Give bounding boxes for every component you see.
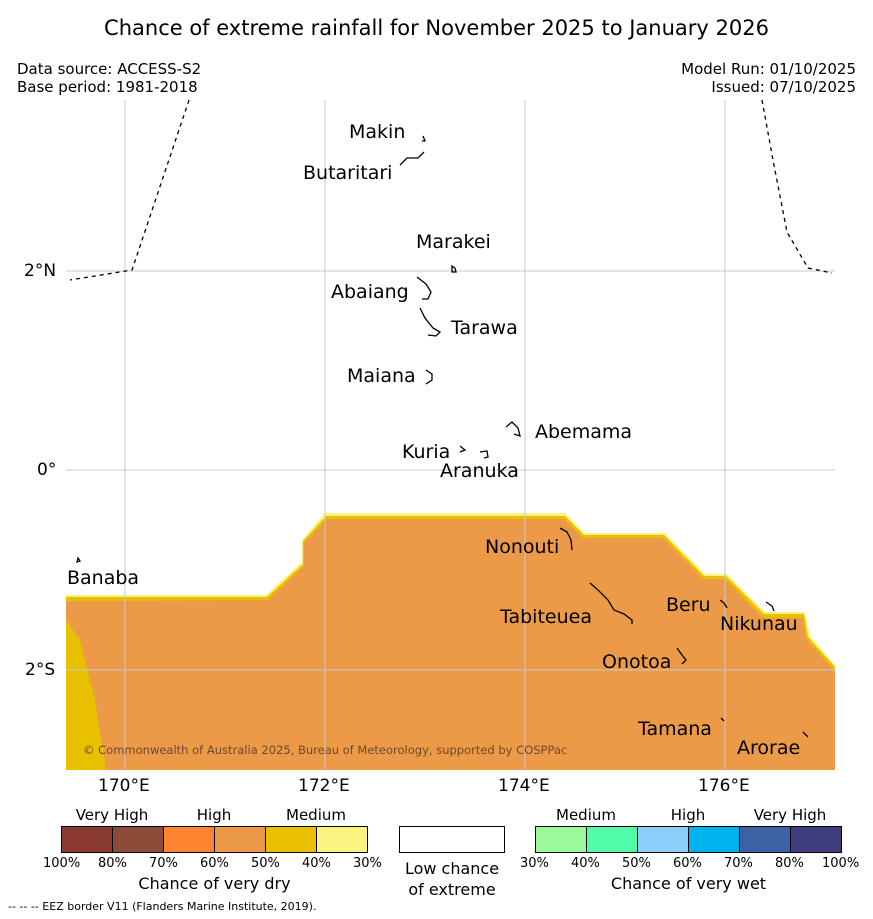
map-title: Chance of extreme rainfall for November … <box>104 16 769 40</box>
wet-colorbar <box>535 826 842 853</box>
label-abaiang: Abaiang <box>331 281 409 303</box>
wet-tick-60: 60% <box>673 856 702 871</box>
dry-60-70-area <box>66 519 835 770</box>
dry-header-very-high: Very High <box>75 806 149 824</box>
data-source: Data source: ACCESS-S2 <box>17 60 202 78</box>
butaritari-island <box>399 151 425 166</box>
wet-tick-50: 50% <box>622 856 651 871</box>
wet-legend-title: Chance of very wet <box>610 874 767 893</box>
aranuka-island <box>479 450 489 459</box>
base-period: Base period: 1981-2018 <box>17 78 198 96</box>
wet-header-medium: Medium <box>556 806 616 824</box>
copyright-notice: © Commonwealth of Australia 2025, Bureau… <box>83 743 568 757</box>
dry-header-high: High <box>196 806 232 824</box>
wet-tick-80: 80% <box>775 856 804 871</box>
dry-swatch-80-100 <box>62 827 113 852</box>
makin-island <box>422 135 426 142</box>
wet-header-very-high: Very High <box>753 806 827 824</box>
neutral-label-line1: Low chance <box>404 859 500 878</box>
lat-label-0: 0° <box>37 460 57 480</box>
wet-tick-70: 70% <box>724 856 753 871</box>
label-butaritari: Butaritari <box>303 162 393 184</box>
banaba-island <box>76 556 82 563</box>
dry-swatch-60-70 <box>164 827 215 852</box>
label-kuria: Kuria <box>402 441 451 463</box>
maiana-island <box>425 369 433 385</box>
label-tarawa: Tarawa <box>451 317 518 339</box>
wet-tick-30: 30% <box>520 856 549 871</box>
label-nonouti: Nonouti <box>485 536 560 558</box>
dry-tick-100: 100% <box>43 856 81 871</box>
eez-footnote: -- -- -- EEZ border V11 (Flanders Marine… <box>8 900 317 913</box>
grid-lines <box>66 100 835 770</box>
lon-label-170e: 170°E <box>98 776 150 796</box>
label-makin: Makin <box>349 121 406 143</box>
label-abemama: Abemama <box>535 421 633 443</box>
label-maiana: Maiana <box>347 365 416 387</box>
wet-header-high: High <box>670 806 706 824</box>
dry-swatch-40-50 <box>266 827 317 852</box>
label-arorae: Arorae <box>737 737 801 759</box>
dry-colorbar <box>61 826 368 853</box>
label-tabiteuea: Tabiteuea <box>500 606 592 628</box>
dry-tick-50: 50% <box>251 856 280 871</box>
model-run: Model Run: 01/10/2025 <box>681 60 856 78</box>
nonouti-island <box>559 527 573 551</box>
tabiteuea-island <box>589 582 633 624</box>
lat-label-2s: 2°S <box>25 660 56 680</box>
wet-swatch-70-80 <box>740 827 791 852</box>
dry-tick-80: 80% <box>98 856 127 871</box>
dry-tick-60: 60% <box>200 856 229 871</box>
lon-label-174e: 174°E <box>498 776 550 796</box>
dry-swatch-30-40 <box>317 827 367 852</box>
abemama-island <box>505 421 521 437</box>
dry-tick-40: 40% <box>302 856 331 871</box>
wet-swatch-30-40 <box>536 827 587 852</box>
neutral-swatch <box>399 826 505 853</box>
lon-label-172e: 172°E <box>298 776 350 796</box>
beru-island <box>719 599 728 609</box>
dry-legend-title: Chance of very dry <box>138 874 291 893</box>
dry-swatch-70-80 <box>113 827 164 852</box>
neutral-label-line2: of extreme <box>408 880 496 899</box>
wet-swatch-50-60 <box>638 827 689 852</box>
abaiang-island <box>416 276 432 300</box>
wet-swatch-80-100 <box>791 827 841 852</box>
nikunau-island <box>765 601 775 612</box>
wet-swatch-60-70 <box>689 827 740 852</box>
issued-date: Issued: 07/10/2025 <box>711 78 856 96</box>
label-beru: Beru <box>666 594 711 616</box>
onotoa-island <box>676 647 687 665</box>
wet-swatch-40-50 <box>587 827 638 852</box>
label-nikunau: Nikunau <box>720 613 798 635</box>
lon-label-176e: 176°E <box>698 776 750 796</box>
label-aranuka: Aranuka <box>440 460 519 482</box>
label-marakei: Marakei <box>416 231 491 253</box>
dry-swatch-50-60 <box>215 827 266 852</box>
dry-tick-30: 30% <box>353 856 382 871</box>
label-banaba: Banaba <box>67 567 140 589</box>
wet-tick-40: 40% <box>571 856 600 871</box>
dry-header-medium: Medium <box>286 806 346 824</box>
lat-label-2n: 2°N <box>24 261 57 281</box>
label-onotoa: Onotoa <box>602 651 672 673</box>
arorae-island <box>802 731 809 738</box>
marakei-island <box>451 264 457 273</box>
label-tamana: Tamana <box>638 718 712 740</box>
kuria-island <box>459 445 467 453</box>
tarawa-island <box>419 307 442 337</box>
dry-tick-70: 70% <box>149 856 178 871</box>
islands <box>76 135 809 738</box>
wet-tick-100: 100% <box>822 856 860 871</box>
eez-border <box>69 99 833 281</box>
tamana-island <box>720 717 725 722</box>
